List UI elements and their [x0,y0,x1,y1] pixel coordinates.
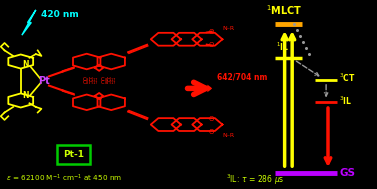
Text: $\varepsilon$ = 62100 M$^{-1}$ cm$^{-1}$ at 450 nm: $\varepsilon$ = 62100 M$^{-1}$ cm$^{-1}$… [6,173,122,184]
Text: $^3$IL: $\tau$ = 286 $\mu$s: $^3$IL: $\tau$ = 286 $\mu$s [226,173,285,187]
Text: O: O [208,116,214,122]
Text: $^3$IL: $^3$IL [339,94,352,107]
Text: C$_8$H$_{17}$  C$_8$H$_{17}$: C$_8$H$_{17}$ C$_8$H$_{17}$ [82,78,116,87]
Text: O: O [208,29,214,35]
Text: N: N [22,60,29,69]
Text: 642/704 nm: 642/704 nm [217,73,267,82]
Text: N–R: N–R [222,26,234,31]
Text: N–R: N–R [222,133,234,138]
Text: C$_8$H$_{17}$  C$_8$H$_{17}$: C$_8$H$_{17}$ C$_8$H$_{17}$ [82,75,116,84]
Text: Pt: Pt [38,76,51,86]
Text: 420 nm: 420 nm [41,10,79,19]
Text: O: O [208,129,214,135]
Text: Pt-1: Pt-1 [63,150,84,159]
Text: $^1$MLCT: $^1$MLCT [267,3,303,17]
FancyArrowPatch shape [187,85,212,92]
Text: $^1$IL: $^1$IL [276,41,290,53]
Text: $^3$CT: $^3$CT [339,72,356,84]
FancyArrowPatch shape [187,82,206,94]
Polygon shape [22,10,36,35]
Text: GS: GS [339,168,355,178]
Text: N: N [22,91,29,100]
Text: O: O [208,42,214,48]
